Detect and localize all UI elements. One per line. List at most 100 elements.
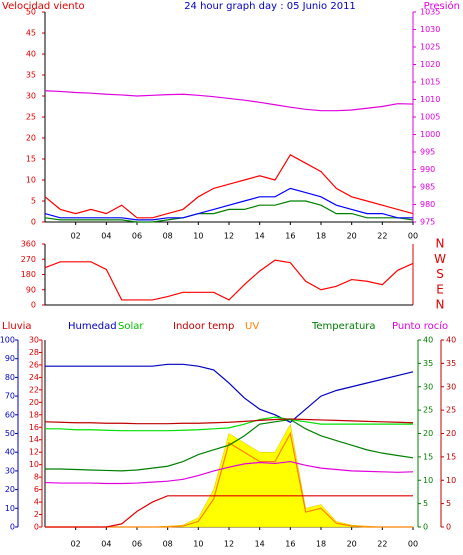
series-line (44, 418, 414, 425)
y-tick-label: 40 (5, 448, 15, 457)
y-tick-label: 50 (5, 429, 15, 438)
x-tick-label: 14 (255, 232, 265, 241)
y-tick-label: 1025 (420, 43, 440, 52)
y-tick-label: 10 (5, 504, 15, 513)
y-tick-label: 40 (423, 336, 433, 345)
y-tick-label: 25 (446, 406, 456, 415)
y-tick-label: 20 (29, 398, 39, 407)
y-tick-label: 10 (423, 476, 433, 485)
y-tick-label: 5 (446, 499, 451, 508)
y-tick-label: 0 (34, 523, 39, 532)
legend-entry: Punto rocío (392, 320, 448, 332)
x-tick-label: 08 (163, 540, 173, 549)
x-tick-label: 16 (285, 540, 295, 549)
x-tick-label: 22 (377, 232, 387, 241)
y-tick-label: 0 (446, 523, 451, 532)
y-tick-label: 995 (420, 148, 435, 157)
y-tick-label: 15 (26, 155, 36, 164)
x-tick-label: 06 (132, 540, 142, 549)
y-tick-label: 30 (446, 382, 456, 391)
y-tick-label: 80 (5, 373, 15, 382)
y-tick-label: 40 (446, 336, 456, 345)
y-tick-label: 90 (26, 285, 36, 294)
x-tick-label: 14 (255, 540, 265, 549)
y-tick-label: 990 (420, 165, 435, 174)
y-tick-label: 180 (21, 270, 36, 279)
y-tick-label: 5 (31, 197, 36, 206)
y-tick-label: 0 (10, 523, 15, 532)
y-tick-label: 975 (420, 218, 435, 227)
legend-entry: UV (245, 321, 259, 332)
x-tick-label: 20 (347, 540, 357, 549)
y-tick-label: 24 (29, 373, 39, 382)
y-tick-label: 12 (29, 448, 39, 457)
series-line (45, 495, 413, 528)
y-tick-label: 18 (29, 410, 39, 419)
y-tick-label: 10 (29, 460, 39, 469)
y-tick-label: 60 (5, 410, 15, 419)
y-tick-label: 360 (21, 240, 36, 249)
series-line (44, 200, 414, 223)
y-tick-label: 35 (26, 71, 36, 80)
y-tick-label: 2 (34, 510, 39, 519)
y-tick-label: 20 (26, 134, 36, 143)
x-tick-label: 02 (71, 540, 81, 549)
y-tick-label: 8 (34, 473, 39, 482)
y-tick-label: 20 (423, 429, 433, 438)
y-tick-label: W (434, 252, 446, 266)
x-tick-label: 10 (193, 232, 203, 241)
y-tick-label: 30 (423, 382, 433, 391)
chart-title: 24 hour graph day : 05 Junio 2011 (184, 1, 356, 12)
x-tick-label: 00 (408, 540, 418, 549)
y-tick-label: 20 (446, 429, 456, 438)
x-tick-label: 20 (347, 232, 357, 241)
y-tick-label: 980 (420, 200, 435, 209)
y-tick-label: 50 (26, 8, 36, 17)
x-tick-label: 18 (316, 540, 326, 549)
y-tick-label: 26 (29, 360, 39, 369)
y-tick-label: N (436, 237, 445, 251)
y-axis-label: Velocidad viento (2, 1, 85, 12)
series-line (44, 259, 414, 301)
y-tick-label: 1005 (420, 113, 440, 122)
y-tick-label: 1030 (420, 25, 440, 34)
legend-entry: Solar (118, 321, 144, 332)
x-tick-label: 18 (316, 232, 326, 241)
x-tick-label: 16 (285, 232, 295, 241)
y-tick-label: 25 (423, 406, 433, 415)
y-tick-label: S (436, 267, 444, 281)
x-tick-label: 04 (101, 540, 111, 549)
y-tick-label: 70 (5, 392, 15, 401)
y2-axis-label: Presión (424, 0, 460, 12)
y-tick-label: 30 (26, 92, 36, 101)
y-tick-label: 100 (0, 336, 15, 345)
x-tick-label: 02 (71, 232, 81, 241)
y-tick-label: 15 (423, 452, 433, 461)
y-tick-label: 270 (21, 255, 36, 264)
series-line (44, 90, 414, 112)
y-tick-label: 16 (29, 423, 39, 432)
series-line (44, 153, 414, 219)
x-tick-label: 04 (101, 232, 111, 241)
x-tick-label: 00 (408, 232, 418, 241)
series-line (45, 418, 414, 472)
legend-entry: Temperatura (311, 321, 376, 332)
legend-entry: Lluvia (2, 321, 32, 332)
y-tick-label: 22 (29, 385, 39, 394)
series-line (44, 187, 413, 221)
y-tick-label: 6 (34, 485, 39, 494)
y-tick-label: 30 (5, 466, 15, 475)
x-tick-label: 12 (224, 232, 234, 241)
x-tick-label: 08 (163, 232, 173, 241)
series-line (45, 416, 413, 432)
x-tick-label: 10 (193, 540, 203, 549)
y-tick-label: 10 (446, 476, 456, 485)
y-tick-label: 5 (423, 499, 428, 508)
y-tick-label: 4 (34, 498, 39, 507)
y-tick-label: 20 (5, 485, 15, 494)
y-tick-label: 1020 (420, 60, 440, 69)
y-tick-label: 1010 (420, 95, 440, 104)
x-tick-label: 06 (132, 232, 142, 241)
y-tick-label: 985 (420, 183, 435, 192)
